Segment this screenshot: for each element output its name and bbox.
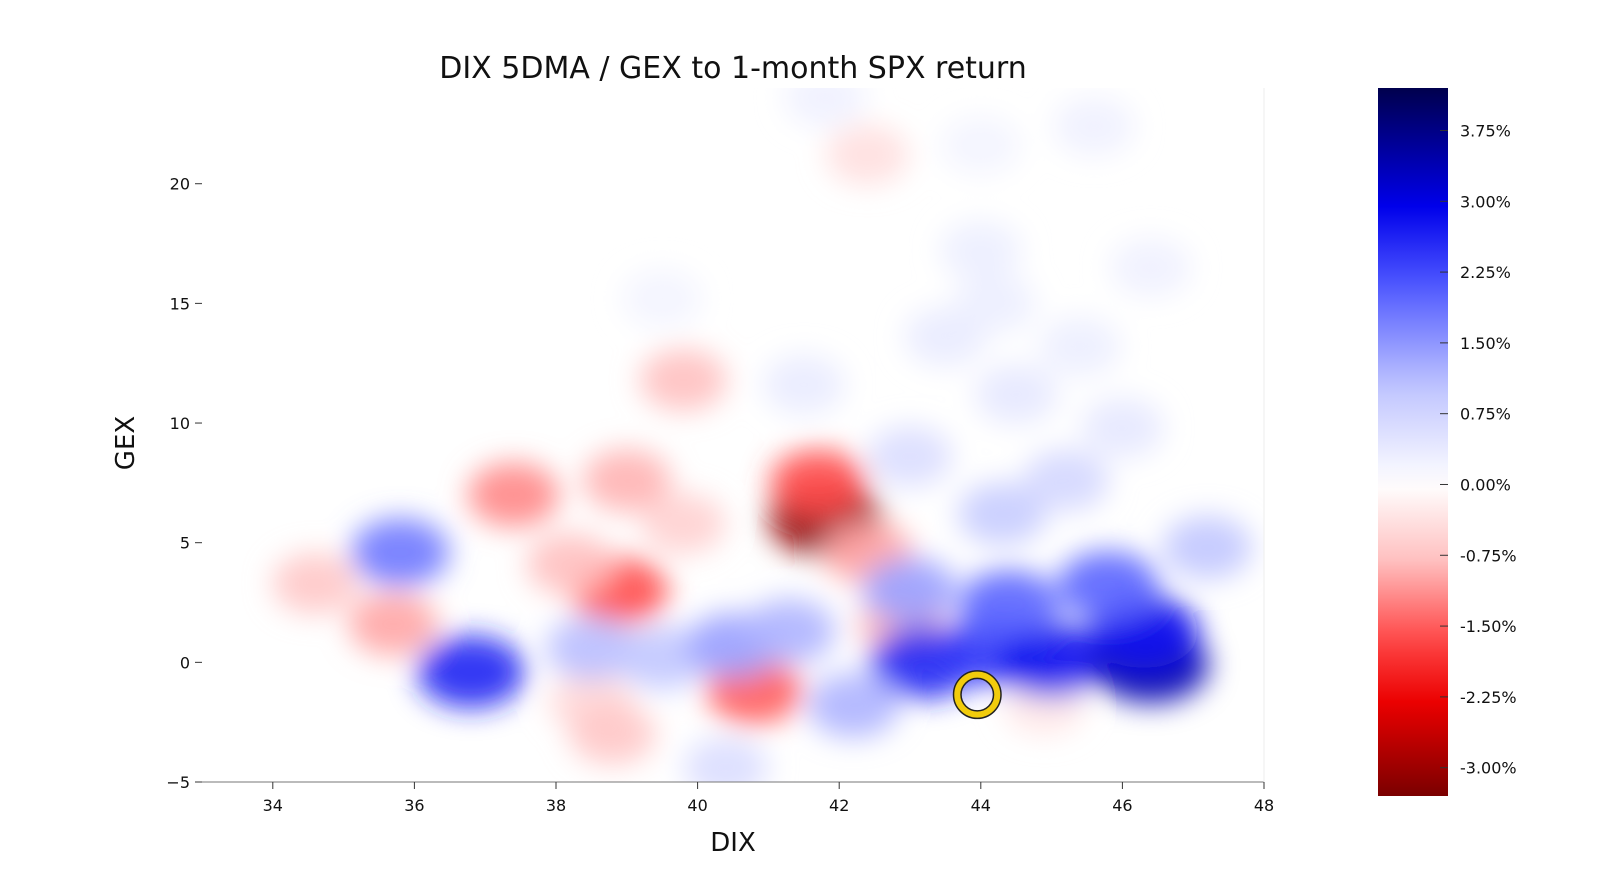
colorbar: 3.75% 3.00% 2.25% 1.50% 0.75% 0.00% -0.75% -1.5… [1378, 88, 1517, 796]
heatmap-cell [784, 88, 866, 127]
x-tick-label: 40 [687, 796, 707, 815]
heatmap-cell [826, 125, 909, 185]
heatmap-cell [975, 364, 1058, 425]
x-tick-label: 48 [1254, 796, 1274, 815]
heatmap-cell [526, 533, 614, 596]
heatmap-cell [743, 599, 836, 664]
colorbar-tick-label: -3.00% [1460, 759, 1517, 778]
heatmap-cell [617, 626, 707, 690]
heatmap-cell [940, 221, 1022, 281]
heatmap-cell [348, 592, 438, 656]
x-axis-label: DIX [710, 828, 756, 858]
y-axis-label: GEX [111, 416, 141, 470]
colorbar-gradient [1378, 88, 1448, 796]
colorbar-tick-label: 1.50% [1460, 334, 1511, 353]
colorbar-tick-label: 0.00% [1460, 475, 1511, 494]
heatmap-cell [582, 449, 671, 512]
heatmap-cell [1022, 449, 1109, 512]
heatmap-cell [1110, 238, 1192, 297]
y-tick-label: −5 [166, 773, 190, 792]
x-tick-label: 46 [1112, 796, 1132, 815]
heatmap-cell [1053, 96, 1135, 156]
colorbar-tick-label: -1.50% [1460, 617, 1517, 636]
y-axis-ticks: −5 0 5 10 15 20 [166, 175, 202, 792]
x-tick-label: 38 [546, 796, 566, 815]
heatmap-cell [940, 116, 1021, 175]
colorbar-tick-label: -2.25% [1460, 688, 1517, 707]
heatmap-cell [958, 482, 1046, 546]
x-tick-label: 34 [263, 796, 283, 815]
heatmap-cell [867, 426, 953, 487]
plot-area [202, 88, 1264, 782]
heatmap-cell [762, 355, 845, 415]
y-tick-label: 15 [170, 294, 190, 313]
heatmap-cell [954, 273, 1036, 333]
heatmap-cell [770, 449, 866, 517]
heatmap-cell [996, 623, 1107, 697]
heatmap-cell [639, 349, 727, 411]
y-tick-label: 5 [180, 534, 190, 553]
heatmap-cell [622, 269, 703, 328]
heatmap-cell [467, 462, 560, 527]
colorbar-ticks: 3.75% 3.00% 2.25% 1.50% 0.75% 0.00% -0.75% -1.5… [1440, 121, 1517, 778]
axes-spines [202, 88, 1265, 783]
heatmap-cell [272, 552, 359, 615]
heatmap-layer [272, 88, 1252, 782]
y-tick-label: 20 [170, 175, 190, 194]
colorbar-tick-label: 3.75% [1460, 121, 1511, 140]
colorbar-tick-label: 2.25% [1460, 263, 1511, 282]
y-tick-label: 10 [170, 414, 190, 433]
heatmap-cell [1057, 551, 1159, 621]
heatmap-cell [351, 518, 450, 587]
heatmap-cell [546, 616, 637, 680]
chart-title: DIX 5DMA / GEX to 1-month SPX return [439, 51, 1027, 86]
highlight-marker [954, 671, 1001, 718]
heatmap-cell [1162, 515, 1252, 580]
heatmap-cell [958, 570, 1060, 640]
x-tick-label: 44 [971, 796, 991, 815]
y-tick-label: 0 [180, 653, 190, 672]
colorbar-tick-label: 0.75% [1460, 405, 1511, 424]
heatmap-cell [569, 703, 656, 765]
x-tick-label: 42 [829, 796, 849, 815]
x-axis-ticks: 34 36 38 40 42 44 46 48 [263, 782, 1274, 815]
x-tick-label: 36 [404, 796, 424, 815]
heatmap-cell [417, 635, 525, 709]
heatmap-cell [683, 737, 769, 782]
heatmap-cell [1081, 397, 1164, 458]
heatmap-cell [1039, 316, 1121, 377]
colorbar-tick-label: 3.00% [1460, 192, 1511, 211]
heatmap-cell [863, 557, 957, 624]
heatmap-cell [641, 493, 726, 554]
marker-layer [952, 670, 1002, 720]
heatmap-cell [807, 673, 900, 738]
colorbar-tick-label: -0.75% [1460, 546, 1517, 565]
